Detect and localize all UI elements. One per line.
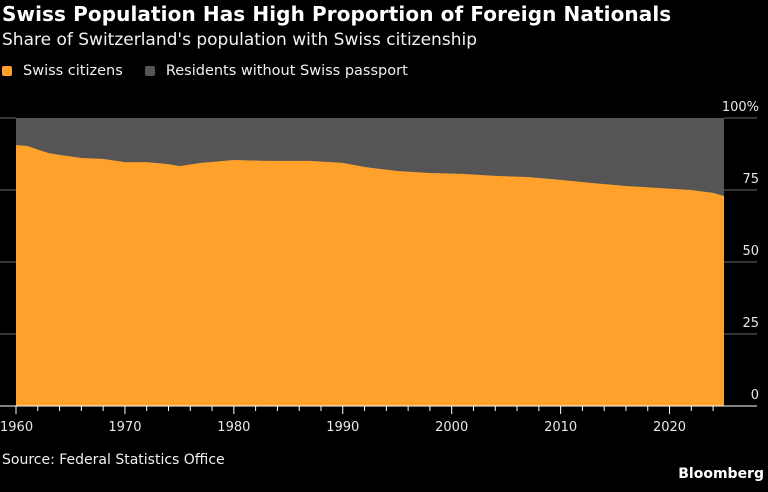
- x-tick-label-2020: 2020: [653, 420, 686, 435]
- legend-label-residents: Residents without Swiss passport: [165, 63, 408, 79]
- legend-item-residents: Residents without Swiss passport: [144, 63, 408, 79]
- x-tick-label-1970: 1970: [108, 420, 141, 435]
- chart-title: Swiss Population Has High Proportion of …: [2, 2, 672, 26]
- x-tick-label-1960: 1960: [0, 420, 33, 435]
- y-tick-label-0: 0: [751, 388, 759, 403]
- y-tick-label-75: 75: [742, 172, 759, 187]
- y-tick-label-50: 50: [742, 244, 759, 259]
- source-note: Source: Federal Statistics Office: [2, 452, 225, 468]
- area-swiss-citizens: [16, 145, 724, 406]
- bloomberg-logo: Bloomberg: [678, 466, 764, 482]
- x-tick-label-2010: 2010: [544, 420, 577, 435]
- legend-item-swiss-citizens: Swiss citizens: [2, 63, 123, 79]
- legend-swatch-residents: [144, 66, 155, 76]
- y-tick-label-25: 25: [742, 316, 759, 331]
- x-tick-label-1980: 1980: [217, 420, 250, 435]
- y-tick-label-100: 100%: [722, 100, 759, 115]
- x-tick-label-1990: 1990: [326, 420, 359, 435]
- x-tick-label-2000: 2000: [435, 420, 468, 435]
- legend: Swiss citizens Residents without Swiss p…: [2, 63, 430, 79]
- legend-label-swiss-citizens: Swiss citizens: [23, 63, 123, 79]
- chart-subtitle: Share of Switzerland's population with S…: [2, 30, 477, 50]
- legend-swatch-swiss-citizens: [2, 66, 12, 76]
